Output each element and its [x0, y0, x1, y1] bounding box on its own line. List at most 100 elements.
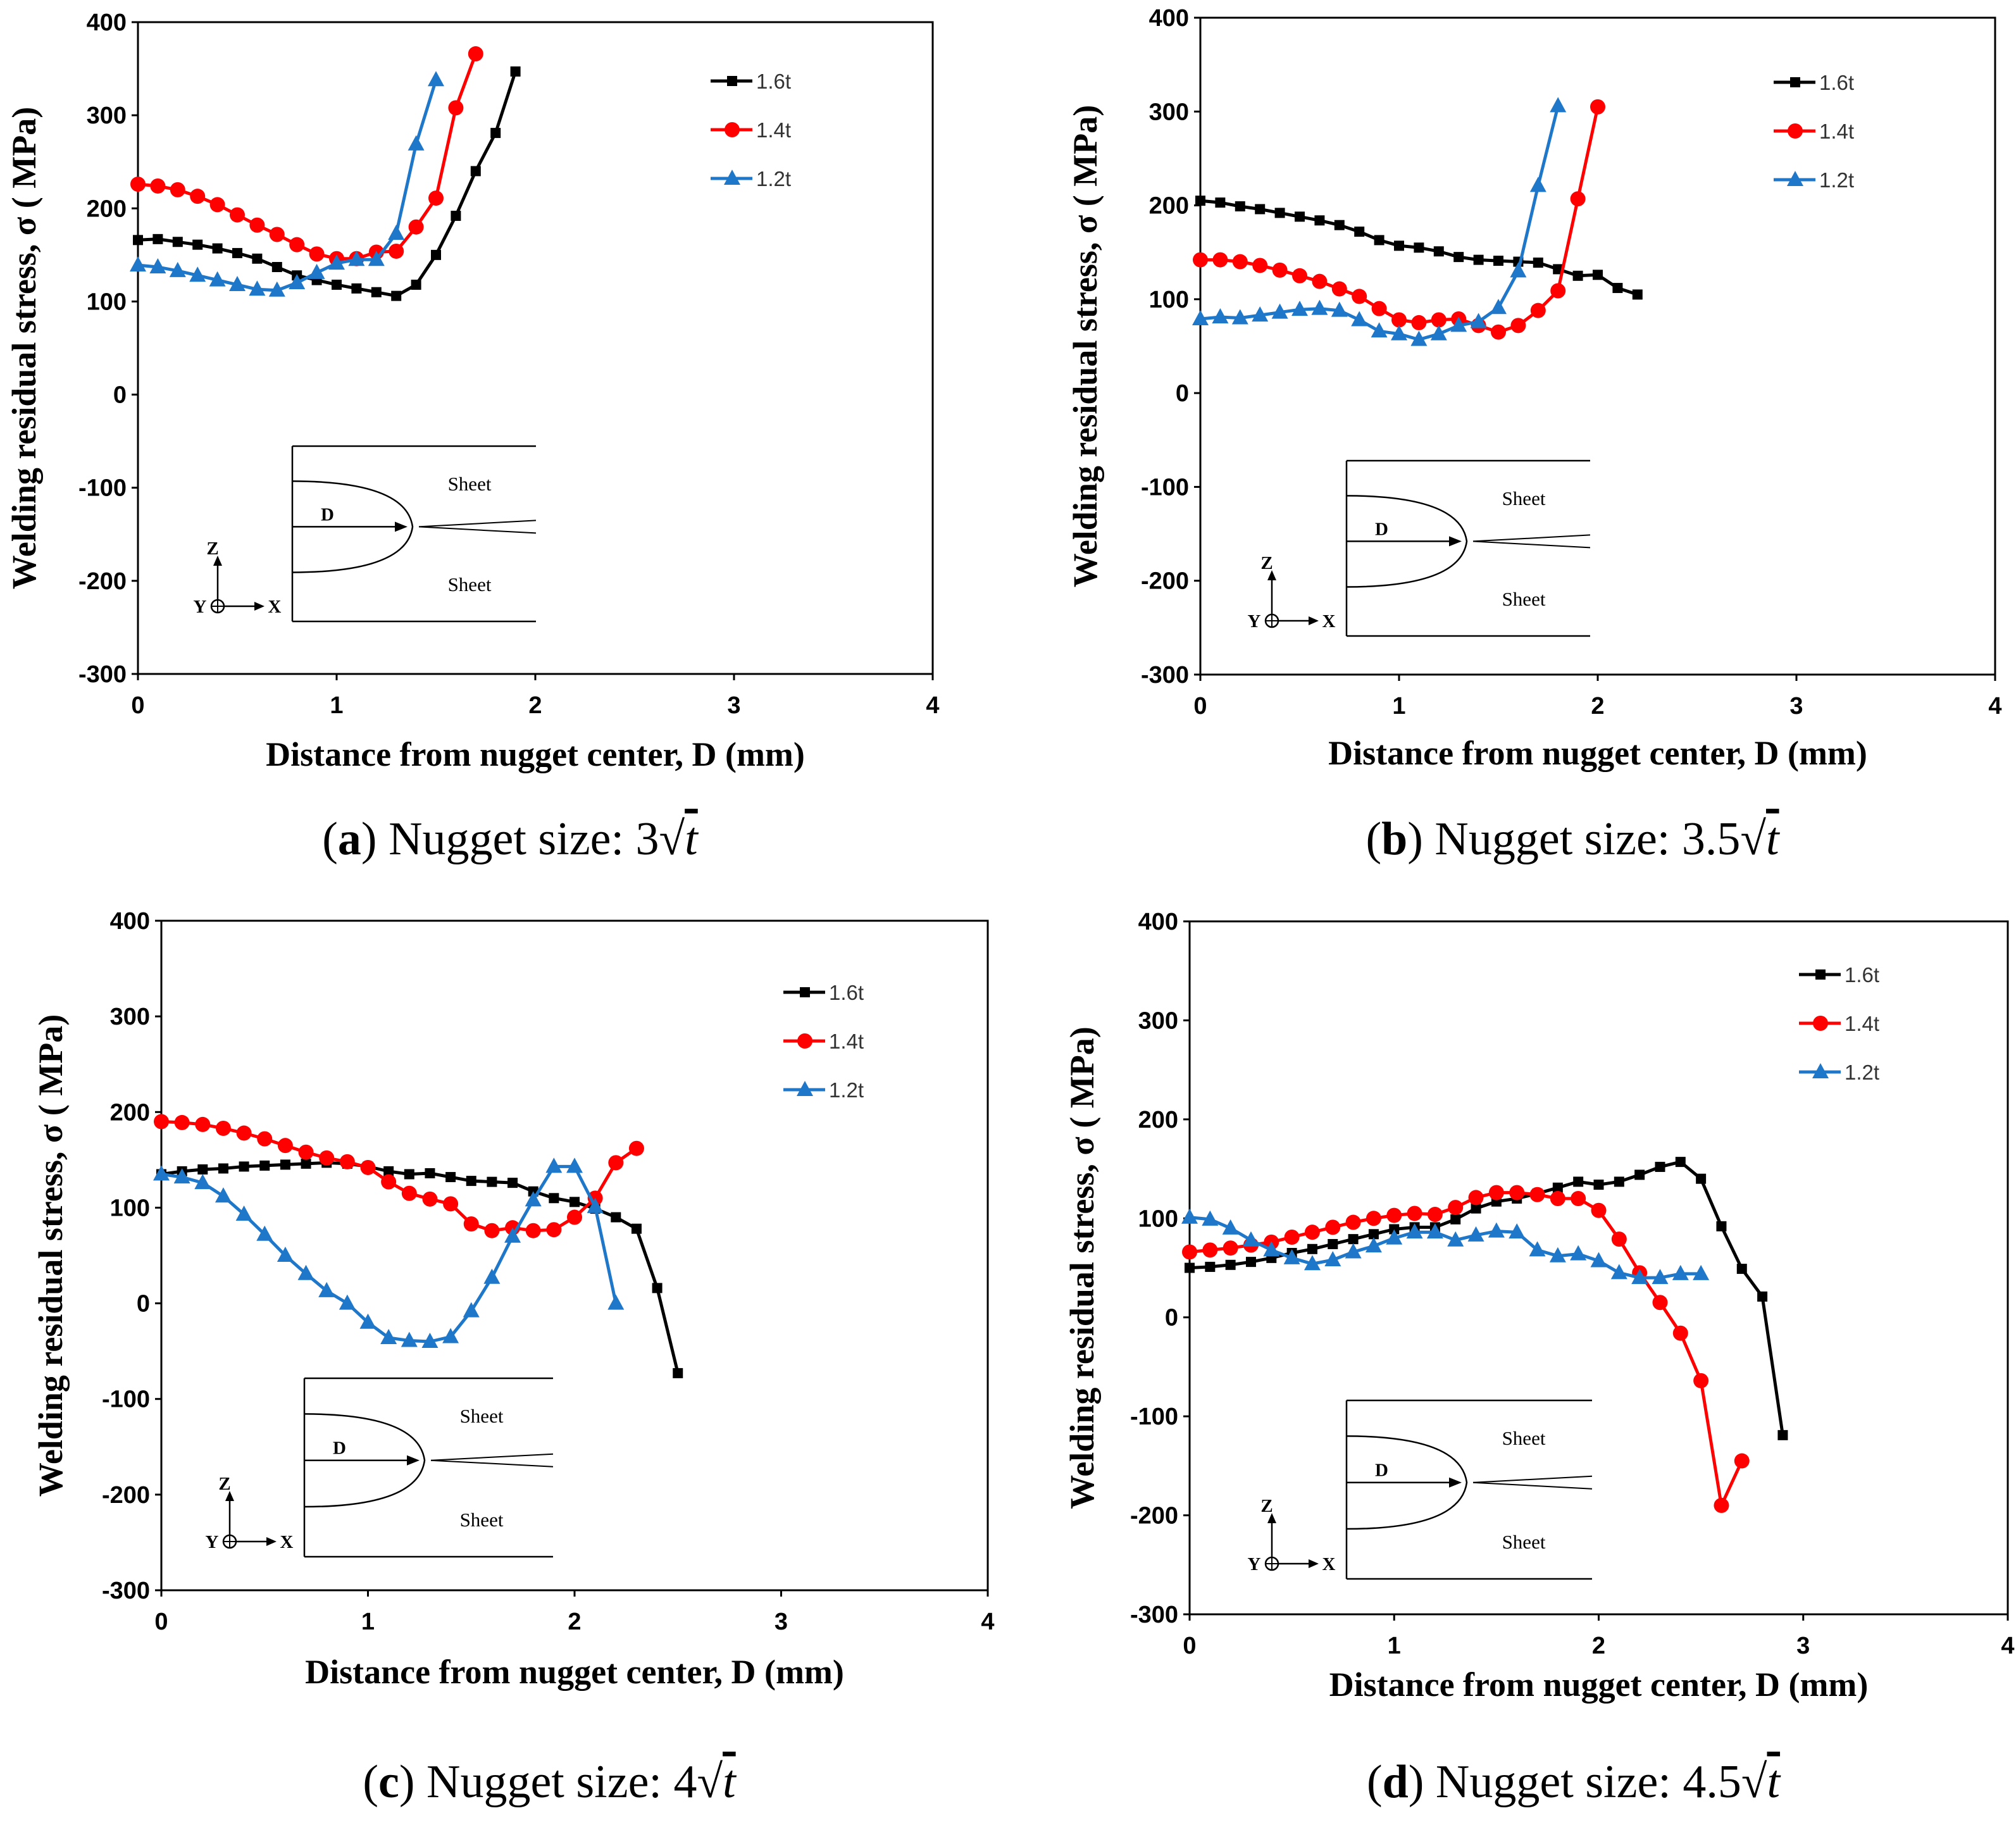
- data-point: [1488, 1222, 1505, 1238]
- data-point: [1488, 1185, 1504, 1200]
- data-point: [1470, 313, 1487, 328]
- data-point: [1549, 1247, 1566, 1262]
- data-point: [339, 1294, 356, 1310]
- data-point: [425, 1168, 435, 1179]
- data-point: [197, 1164, 208, 1175]
- data-point: [1510, 318, 1526, 333]
- legend-entry-1.2t: 1.2t: [1774, 168, 1854, 192]
- inset-sheet-bottom: Sheet: [448, 573, 492, 595]
- data-point: [1510, 262, 1527, 278]
- data-point: [1193, 252, 1208, 268]
- data-point: [466, 1176, 476, 1187]
- chart-panel-c: -300 -200 -100 0 100 200 300 400 0 1 2 3 4 Distance f…: [32, 908, 995, 1808]
- data-point: [1614, 1176, 1624, 1187]
- data-point: [259, 1160, 270, 1171]
- data-point: [484, 1223, 500, 1238]
- data-point: [232, 247, 242, 258]
- x-tick-label: 0: [1193, 693, 1207, 720]
- series-line-1.2t: [137, 79, 438, 292]
- data-point: [1632, 289, 1643, 300]
- series-line-1.2t: [161, 1164, 618, 1343]
- data-point: [235, 1206, 252, 1221]
- data-point: [1345, 1214, 1361, 1230]
- x-tick-label: 0: [1183, 1633, 1196, 1659]
- data-point: [442, 1328, 459, 1343]
- data-point: [1231, 309, 1248, 325]
- data-point: [150, 178, 166, 194]
- x-tick-label: 3: [1796, 1633, 1810, 1659]
- x-tick-label: 1: [330, 692, 343, 719]
- data-point: [1448, 1200, 1464, 1216]
- data-point: [1386, 1207, 1402, 1223]
- data-point: [1284, 1230, 1300, 1245]
- data-point: [504, 1227, 521, 1243]
- data-point: [218, 1163, 228, 1174]
- data-point: [1426, 1223, 1443, 1239]
- x-tick-label: 4: [981, 1609, 994, 1635]
- data-point: [1252, 258, 1268, 273]
- data-point: [318, 1281, 335, 1297]
- legend-label: 1.2t: [1819, 168, 1854, 192]
- data-point: [195, 1116, 211, 1132]
- data-point: [1389, 1224, 1400, 1235]
- x-axis-label: Distance from nugget center, D (mm): [305, 1653, 844, 1691]
- data-point: [133, 235, 143, 246]
- data-point: [1634, 1169, 1645, 1180]
- data-point: [1406, 1223, 1423, 1239]
- data-point: [172, 237, 183, 247]
- chart-panel-a: -300 -200 -100 0 100 200 300 400 0 1 2 3 4 Distance f…: [5, 9, 940, 865]
- series-1.4t: [130, 46, 483, 266]
- data-point: [239, 1161, 249, 1172]
- data-point: [1312, 273, 1328, 289]
- data-point: [1242, 1231, 1259, 1247]
- inset-z-label: Z: [218, 1474, 230, 1494]
- data-point: [1331, 281, 1347, 297]
- weld-schematic-inset: D Sheet Sheet Z Y X: [206, 1377, 554, 1558]
- data-point: [1509, 1185, 1525, 1200]
- inset-x-label: X: [280, 1532, 294, 1552]
- data-point: [1307, 1243, 1317, 1254]
- data-point: [607, 1294, 625, 1310]
- y-tick-label: -200: [78, 568, 127, 595]
- data-point: [445, 1172, 456, 1183]
- data-point: [1533, 258, 1543, 268]
- y-axis-label: Welding residual stress, σ ( MPa): [5, 107, 43, 589]
- data-point: [1407, 1206, 1422, 1221]
- series-1.4t: [1182, 1185, 1750, 1513]
- data-point: [249, 217, 265, 233]
- y-axis-label: Welding residual stress, σ ( MPa): [1066, 105, 1104, 587]
- sqrt-sign: √: [659, 813, 685, 865]
- series-1.6t: [156, 1157, 683, 1378]
- data-point: [1212, 252, 1228, 268]
- data-point: [380, 1328, 397, 1344]
- legend-entry-1.4t: 1.4t: [1774, 120, 1854, 143]
- data-point: [190, 189, 206, 204]
- data-point: [1552, 1182, 1563, 1193]
- data-point: [1473, 254, 1484, 265]
- x-axis-label: Distance from nugget center, D (mm): [1329, 1666, 1869, 1704]
- y-tick-label: 400: [110, 908, 150, 935]
- data-point: [1757, 1291, 1768, 1302]
- figure-caption: (b) Nugget size: 3.5√t: [1366, 813, 1781, 865]
- y-tick-label: -100: [102, 1386, 150, 1413]
- data-point: [1736, 1264, 1747, 1274]
- data-point: [359, 1313, 376, 1329]
- data-point: [1354, 227, 1365, 237]
- inset-d-label: D: [1375, 519, 1388, 539]
- inset-d-label: D: [333, 1438, 346, 1459]
- data-point: [1304, 1255, 1321, 1271]
- data-point: [271, 261, 282, 272]
- data-point: [1672, 1264, 1689, 1280]
- y-tick-label: 0: [137, 1291, 150, 1318]
- data-point: [1182, 1244, 1197, 1260]
- data-point: [1529, 1187, 1545, 1202]
- data-point: [1493, 256, 1503, 266]
- legend-entry-1.6t: 1.6t: [783, 981, 864, 1004]
- data-point: [1734, 1453, 1750, 1469]
- y-tick-label: 0: [1176, 380, 1189, 407]
- inset-x-label: X: [1322, 1554, 1336, 1574]
- data-point: [174, 1114, 190, 1130]
- y-tick-label: 200: [1138, 1107, 1178, 1133]
- inset-d-label: D: [321, 504, 334, 525]
- data-point: [652, 1283, 663, 1293]
